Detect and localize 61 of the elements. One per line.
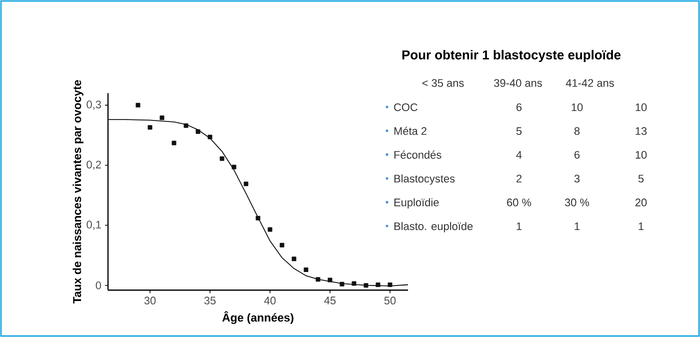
category-label: Méta 2 — [394, 126, 426, 135]
point — [268, 227, 272, 232]
point — [292, 256, 296, 262]
category-label: Blastocystes — [394, 174, 455, 185]
x-tick-label: 35 — [204, 296, 216, 304]
point — [328, 278, 332, 282]
text: 10 — [572, 103, 583, 112]
point — [196, 129, 200, 134]
point — [244, 182, 248, 186]
point — [280, 242, 284, 248]
point — [184, 123, 188, 128]
text: 5 — [638, 174, 644, 183]
text: 5 — [516, 127, 522, 135]
text: 10 — [636, 150, 647, 159]
text: 1 — [574, 222, 580, 230]
text: 60 % — [507, 198, 532, 206]
x-tick-label: 30 — [144, 296, 156, 304]
text: 2 — [516, 174, 522, 182]
text: 6 — [516, 103, 522, 112]
y-tick-label: 0,3 — [86, 100, 101, 110]
x-axis-title: Âge (années) — [222, 311, 294, 324]
text: 1 — [638, 222, 644, 230]
x-tick-label: 50 — [384, 296, 396, 304]
point — [340, 282, 344, 286]
point — [220, 156, 224, 161]
point — [364, 283, 368, 288]
point — [304, 267, 308, 272]
x-tick-label: 40 — [264, 296, 276, 304]
point — [256, 216, 260, 220]
category-label: COC — [394, 103, 418, 112]
text: 30 % — [564, 198, 590, 206]
y-tick-label: 0 — [96, 281, 102, 290]
point — [352, 281, 356, 286]
point — [232, 164, 236, 170]
category-label: 41-42 ans — [566, 79, 614, 87]
point — [160, 116, 164, 120]
point — [172, 140, 176, 146]
category-label: Blasto. euploïde — [394, 222, 473, 232]
point — [148, 125, 152, 130]
y-tick-label: 0,1 — [86, 220, 101, 230]
point — [388, 282, 392, 287]
text: 3 — [574, 174, 580, 183]
text: 10 — [636, 103, 647, 112]
text: 13 — [636, 127, 647, 135]
text: 6 — [574, 150, 580, 159]
text: 8 — [574, 127, 580, 135]
point — [136, 102, 140, 108]
category-label: Euploïdie — [394, 198, 439, 208]
category-label: Fécondés — [394, 150, 442, 159]
text: 4 — [516, 151, 522, 159]
y-axis-title: Taux de naissances vivantes par ovocyte — [72, 80, 84, 304]
point — [208, 134, 212, 140]
category-label: < 35 ans — [422, 79, 464, 87]
category-label: 39-40 ans — [494, 79, 542, 87]
y-tick-label: 0,2 — [86, 160, 101, 170]
text: Pour obtenir 1 blastocyste euploïde — [402, 50, 621, 62]
text: 1 — [516, 222, 522, 230]
point — [316, 277, 320, 282]
point — [376, 282, 380, 287]
x-tick-label: 45 — [324, 296, 336, 304]
text: 20 — [635, 198, 647, 206]
